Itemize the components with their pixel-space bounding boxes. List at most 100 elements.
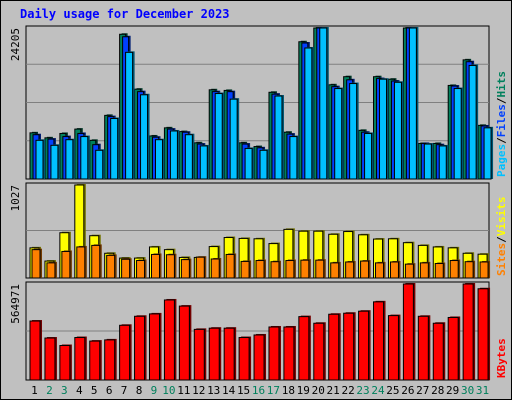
bar-kbytes <box>432 322 444 381</box>
bar-pages <box>229 98 238 180</box>
bar-sites <box>434 263 444 279</box>
legend-separator: / <box>495 97 508 104</box>
bar-sites <box>404 263 414 279</box>
legend-item: Sites <box>495 243 508 276</box>
bar-kbytes <box>208 327 220 381</box>
bar-pages <box>244 147 253 180</box>
bar-sites <box>389 261 399 279</box>
legend: KBytes <box>495 338 508 378</box>
bar-sites <box>121 258 131 279</box>
x-tick-label: 12 <box>192 384 205 397</box>
bar-kbytes <box>178 305 190 381</box>
bar-kbytes <box>387 315 399 381</box>
bar-kbytes <box>44 337 56 381</box>
bar-kbytes <box>89 340 101 381</box>
bar-sites <box>449 260 459 279</box>
x-tick-label: 30 <box>461 384 474 397</box>
y-max-label: 564971 <box>9 284 22 324</box>
bar-sites <box>300 259 310 279</box>
bar-pages <box>289 136 298 180</box>
bar-sites <box>345 261 355 279</box>
bar-kbytes <box>104 339 116 381</box>
bar-kbytes <box>343 312 355 381</box>
x-tick-label: 18 <box>282 384 295 397</box>
x-tick-label: 19 <box>297 384 310 397</box>
x-tick-label: 31 <box>476 384 489 397</box>
x-tick-label: 11 <box>177 384 190 397</box>
bar-pages <box>423 143 432 180</box>
bar-pages <box>95 149 104 180</box>
bar-pages <box>259 149 268 180</box>
bar-kbytes <box>328 313 340 381</box>
x-tick-label: 10 <box>162 384 175 397</box>
bar-pages <box>125 51 134 180</box>
bar-pages <box>334 88 343 180</box>
bar-sites <box>61 250 71 279</box>
bar-sites <box>255 260 265 279</box>
x-tick-label: 2 <box>46 384 53 397</box>
bar-kbytes <box>268 326 280 381</box>
bar-pages <box>274 95 283 180</box>
bar-kbytes <box>119 324 131 381</box>
bar-pages <box>438 145 447 180</box>
bar-kbytes <box>29 320 41 381</box>
bar-sites <box>285 260 295 279</box>
bar-pages <box>468 64 477 180</box>
bar-kbytes <box>59 345 71 381</box>
bar-sites <box>270 261 280 279</box>
bar-sites <box>165 254 175 279</box>
bar-sites <box>31 249 41 279</box>
legend: Pages/Files/Hits <box>495 71 508 177</box>
bar-kbytes <box>477 288 489 381</box>
bar-pages <box>393 81 402 180</box>
bar-kbytes <box>447 316 459 381</box>
x-tick-label: 21 <box>327 384 340 397</box>
bar-sites <box>106 254 116 279</box>
bar-pages <box>453 88 462 180</box>
bar-kbytes <box>134 315 146 381</box>
bar-sites <box>150 253 160 279</box>
bar-sites <box>375 262 385 279</box>
bar-kbytes <box>163 299 175 381</box>
x-tick-label: 14 <box>222 384 236 397</box>
bar-sites <box>46 262 56 279</box>
x-tick-label: 8 <box>136 384 143 397</box>
x-tick-label: 7 <box>121 384 128 397</box>
bar-pages <box>304 47 313 180</box>
bar-pages <box>319 27 328 180</box>
bar-kbytes <box>298 316 310 381</box>
x-tick-label: 29 <box>446 384 459 397</box>
x-tick-label: 23 <box>356 384 369 397</box>
bar-sites <box>315 259 325 279</box>
bar-kbytes <box>283 326 295 381</box>
bar-pages <box>379 78 388 180</box>
bar-sites <box>195 256 205 279</box>
x-tick-label: 20 <box>312 384 325 397</box>
bar-sites <box>479 261 489 279</box>
bar-kbytes <box>417 315 429 381</box>
bar-sites <box>136 260 146 279</box>
bar-kbytes <box>193 328 205 381</box>
bar-sites <box>180 259 190 279</box>
bar-kbytes <box>74 337 86 381</box>
x-tick-label: 15 <box>237 384 250 397</box>
x-tick-label: 26 <box>401 384 414 397</box>
bar-sites <box>240 260 250 279</box>
legend-item: Pages <box>495 144 508 177</box>
bar-kbytes <box>223 327 235 381</box>
bar-pages <box>199 145 208 180</box>
x-tick-label: 1 <box>31 384 38 397</box>
y-max-label: 24205 <box>9 28 22 61</box>
bar-pages <box>80 136 89 180</box>
bar-pages <box>184 134 193 180</box>
bar-sites <box>91 244 101 279</box>
x-tick-label: 16 <box>252 384 265 397</box>
x-tick-label: 24 <box>371 384 385 397</box>
y-max-label: 1027 <box>9 185 22 212</box>
bar-pages <box>408 27 417 180</box>
bar-sites <box>360 260 370 279</box>
bar-sites <box>419 262 429 279</box>
x-tick-label: 17 <box>267 384 280 397</box>
bar-sites <box>330 262 340 279</box>
